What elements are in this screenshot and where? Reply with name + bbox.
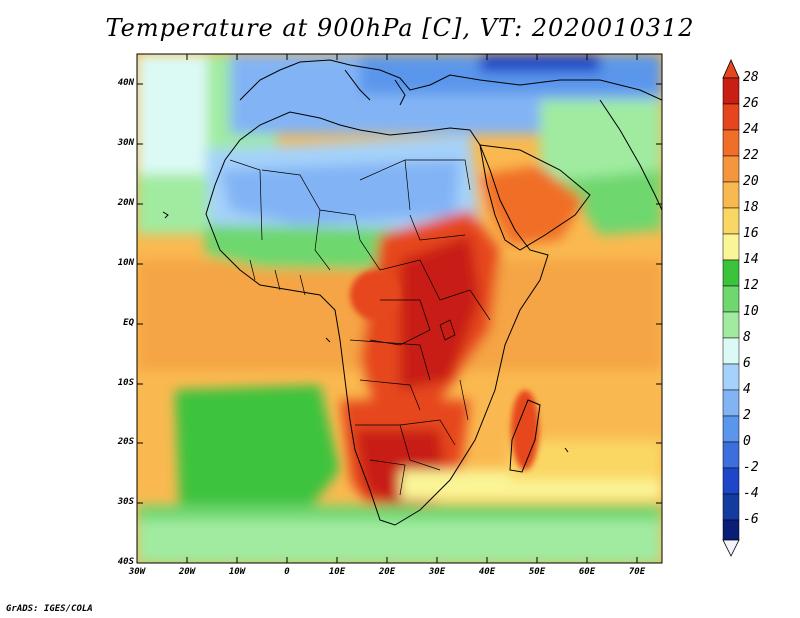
map-title: Temperature at 900hPa [C], VT: 202001031… [105,14,695,42]
colorbar-label: 2 [743,408,751,423]
lat-label: 30N [117,138,134,148]
colorbar-label: 10 [743,304,759,319]
colorbar [722,59,740,557]
lat-label: 30S [117,497,134,507]
colorbar-label: 26 [743,96,759,111]
lon-label: 70E [628,567,646,577]
lat-label: 20N [117,198,134,208]
colorbar-label: 6 [743,356,751,371]
colorbar-label: 0 [743,434,751,449]
map-frame [136,53,663,564]
lat-label: 40S [117,557,134,567]
colorbar-label: -6 [743,512,759,527]
colorbar-label: 22 [743,148,759,163]
country-borders [229,159,491,496]
colorbar-label: 4 [743,382,751,397]
lat-label: 40N [117,78,134,88]
temperature-field [137,54,662,563]
lon-label: 0 [284,567,290,577]
lat-label: EQ [123,318,134,328]
colorbar-label: 12 [743,278,759,293]
lon-label: 10W [228,567,246,577]
lat-label: 10N [117,258,134,268]
lat-label: 10S [117,378,134,388]
colorbar-label: 28 [743,70,759,85]
lon-ticks [186,54,638,563]
lon-label: 30E [428,567,446,577]
lon-label: 60E [578,567,596,577]
colorbar-label: -2 [743,460,759,475]
colorbar-top-arrow [722,59,740,79]
lat-label: 20S [117,437,134,447]
colorbar-label: 14 [743,252,759,267]
lon-label: 20W [178,567,196,577]
colorbar-label: 20 [743,174,759,189]
lon-label: 10E [328,567,346,577]
colorbar-label: 16 [743,226,759,241]
lon-label: 40E [478,567,496,577]
colorbar-bottom-arrow [722,539,740,557]
colorbar-label: 8 [743,330,751,345]
lon-label: 20E [378,567,396,577]
lon-label: 30W [128,567,146,577]
lat-ticks [137,83,662,504]
lon-label: 50E [528,567,546,577]
grads-credit: GrADS: IGES/COLA [6,604,93,614]
coastlines [162,59,662,526]
colorbar-label: 24 [743,122,759,137]
colorbar-label: -4 [743,486,759,501]
colorbar-label: 18 [743,200,759,215]
